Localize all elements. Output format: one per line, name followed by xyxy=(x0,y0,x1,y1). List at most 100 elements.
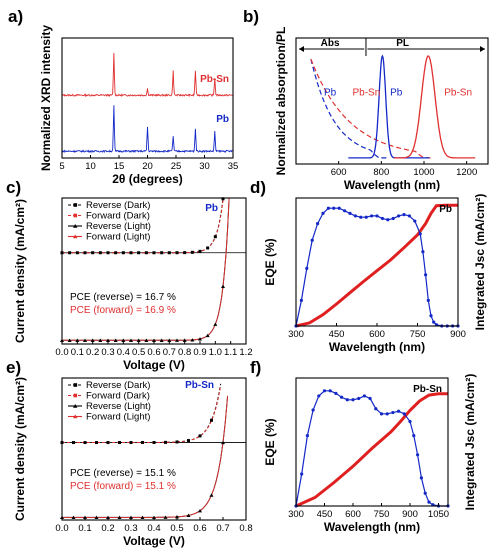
eqe-point xyxy=(402,213,406,217)
eqe-point xyxy=(419,476,423,480)
eqe-point xyxy=(317,394,321,398)
jv-light-marker xyxy=(117,515,122,520)
pl-line-pbsn xyxy=(394,55,476,159)
eqe-point xyxy=(423,491,427,495)
jv-light-marker xyxy=(144,338,149,342)
eqe-point xyxy=(305,434,309,438)
x-tick-label: 750 xyxy=(374,509,390,520)
jv-light-marker xyxy=(221,440,225,445)
jv-dark-marker xyxy=(75,251,79,255)
x-tick-label: 0.1 xyxy=(71,347,84,358)
eqe-point xyxy=(321,211,325,215)
x-tick-label: 1200 xyxy=(456,167,477,178)
jv-light-marker xyxy=(98,338,103,342)
pl-pbsn-label: Pb-Sn xyxy=(444,88,472,99)
legend-swatch-marker xyxy=(73,213,78,218)
x-tick-label: 0.3 xyxy=(124,523,137,534)
panel-e-jv-pbsn: 0.0 0.1 0.2 0.3 0.4 0.5 0.6 0.7 0.8 Voltage (V) Cu… xyxy=(13,377,253,548)
eqe-point xyxy=(380,216,384,221)
x-tick-label: 0.5 xyxy=(132,347,145,358)
eqe-point xyxy=(305,266,309,270)
abs-line-pb xyxy=(310,58,388,159)
x-axis-title: Voltage (V) xyxy=(123,358,185,372)
abs-pb-label: Pb xyxy=(324,88,337,99)
x-tick-label: 0.6 xyxy=(193,523,206,534)
jv-light-marker xyxy=(175,515,179,519)
jv-dark-marker xyxy=(206,246,210,250)
x-tick-label: 1000 xyxy=(413,167,434,178)
jv-dark-marker xyxy=(121,251,125,255)
jv-dark-marker xyxy=(68,251,72,255)
eqe-point xyxy=(300,472,304,476)
eqe-point xyxy=(364,215,368,219)
eqe-point xyxy=(397,214,401,218)
x-tick-label: 1.0 xyxy=(209,347,222,358)
panel-label-d: d) xyxy=(250,178,266,197)
eqe-point xyxy=(421,250,425,254)
x-tick-label: 300 xyxy=(288,509,304,520)
jv-panel-title: Pb-Sn xyxy=(185,380,214,391)
jv-light-marker xyxy=(67,338,72,342)
eqe-point xyxy=(424,273,428,277)
legend-swatch-marker xyxy=(73,383,78,387)
eqe-point xyxy=(397,409,401,413)
jv-dark-marker xyxy=(72,441,75,445)
pce-note: PCE (reverse) = 15.1 % xyxy=(70,468,176,479)
eqe-point xyxy=(407,214,411,218)
x-tick-label: 0.1 xyxy=(78,523,91,534)
panel-b-absorption-pl: Abs PL Pb Pb-Sn Pb Pb-Sn 600 800 1000 1200 Wavelen… xyxy=(274,27,489,192)
x-tick-label: 450 xyxy=(317,509,333,520)
legend-label: Forward (Dark) xyxy=(86,211,150,222)
x-tick-label: 0.8 xyxy=(239,523,252,534)
jv-light-marker xyxy=(121,338,126,342)
jv-dark-marker xyxy=(98,251,102,255)
jv-dark-marker xyxy=(221,197,225,201)
jv-dark-marker xyxy=(106,441,110,445)
eqe-frame xyxy=(295,377,449,507)
legend-swatch-marker xyxy=(73,404,78,408)
jv-dark-marker xyxy=(118,441,121,445)
x-tick-label: 35 xyxy=(228,161,239,172)
legend-label: Reverse (Dark) xyxy=(86,380,150,391)
jv-dark-marker xyxy=(141,441,144,445)
x-tick-label: 0.9 xyxy=(193,347,206,358)
x-tick-label: 750 xyxy=(410,329,426,340)
jv-light-marker xyxy=(209,493,214,497)
eqe-point xyxy=(337,206,341,210)
jv-light-marker xyxy=(106,338,110,342)
panel-d-eqe-pb: 300 450 600 750 900 Wavelength (nm) EQE (%) Int… xyxy=(263,194,487,354)
eqe-point xyxy=(375,214,379,218)
panel-label-b: b) xyxy=(243,7,259,26)
jv-light-marker xyxy=(129,338,133,342)
legend-swatch-marker xyxy=(73,393,78,398)
x-tick-label: 0.6 xyxy=(147,347,160,358)
jv-dark-marker xyxy=(167,251,171,255)
jv-light-marker xyxy=(213,322,218,326)
eqe-point xyxy=(345,398,349,402)
legend-label: Forward (Light) xyxy=(86,232,150,243)
jv-light-marker xyxy=(167,338,172,342)
panel-a-xrd: Pb-Sn Pb 5 10 15 20 25 30 35 2θ (degrees) Normaliz… xyxy=(39,25,238,186)
eqe-point xyxy=(351,398,355,402)
eqe-point xyxy=(359,215,363,219)
abs-label: Abs xyxy=(321,38,340,49)
jv-light-marker xyxy=(205,333,210,338)
eqe-point xyxy=(299,298,303,302)
panel-label-c: c) xyxy=(6,178,21,197)
panel-label-f: f) xyxy=(250,358,261,377)
pce-note: PCE (reverse) = 16.7 % xyxy=(70,292,176,303)
x-axis-title: Wavelength (nm) xyxy=(344,178,440,192)
eqe-point xyxy=(427,500,431,504)
eqe-point xyxy=(429,314,433,318)
jv-dark-marker xyxy=(213,235,217,239)
jv-dark-marker xyxy=(160,251,164,255)
legend-label: Reverse (Dark) xyxy=(86,200,150,211)
eqe-point xyxy=(348,211,352,215)
eqe-point xyxy=(340,395,344,399)
jv-light-marker xyxy=(94,515,99,520)
jv-dark-marker xyxy=(83,441,87,445)
y-axis-title: EQE (%) xyxy=(263,418,277,465)
x-axis-title: Voltage (V) xyxy=(123,534,185,548)
legend-label: Forward (Dark) xyxy=(86,391,150,402)
legend-swatch-marker xyxy=(73,224,78,228)
